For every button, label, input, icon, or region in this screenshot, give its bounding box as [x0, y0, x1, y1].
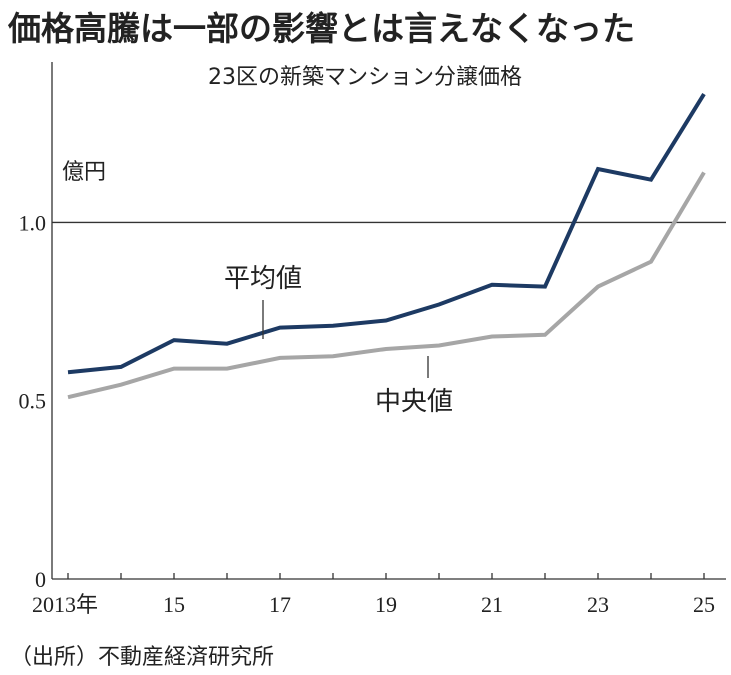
x-tick-label-2013: 2013年 [32, 592, 98, 617]
x-tick-label-2019: 19 [375, 592, 397, 617]
y-tick-label-0: 0 [35, 567, 46, 592]
series-label-mean: 平均値 [224, 264, 302, 294]
y-tick-label-1: 0.5 [19, 389, 47, 414]
x-tick-label-2023: 23 [587, 592, 609, 617]
chart-subtitle: 23区の新築マンション分譲価格 [208, 65, 522, 90]
x-tick-label-2015: 15 [163, 592, 185, 617]
y-tick-label-2: 1.0 [19, 210, 47, 235]
series-line-mean [67, 93, 706, 375]
axis-layer: 0 0.5 1.0 2013年 15 17 19 21 23 25 [19, 62, 726, 617]
x-tick-label-2017: 17 [269, 592, 291, 617]
series-label-median: 中央値 [375, 387, 453, 417]
y-unit-label: 億円 [62, 160, 106, 185]
headline: 価格高騰は一部の影響とは言えなくなった [8, 9, 635, 48]
series-layer [67, 93, 706, 400]
series-line-median [67, 171, 706, 400]
x-tick-label-2021: 21 [481, 592, 503, 617]
source-note: （出所）不動産経済研究所 [10, 645, 274, 670]
x-tick-label-2025: 25 [693, 592, 715, 617]
